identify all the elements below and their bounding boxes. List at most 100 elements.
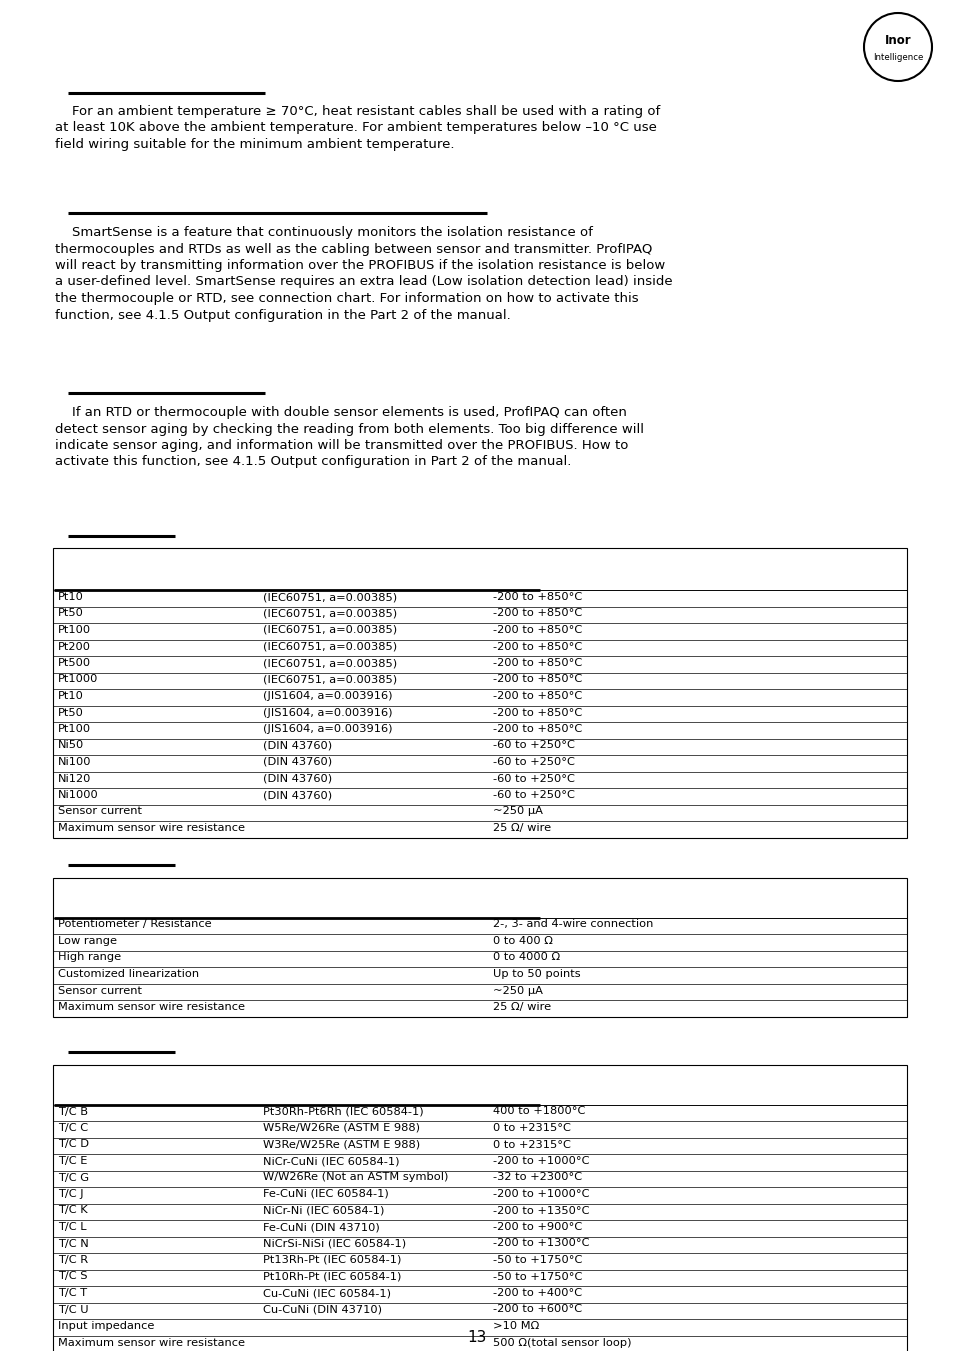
Text: T/C G: T/C G [58,1173,89,1182]
Text: -200 to +1000°C: -200 to +1000°C [493,1156,589,1166]
Text: (JIS1604, a=0.003916): (JIS1604, a=0.003916) [263,690,392,701]
Text: Potentiometer / Resistance: Potentiometer / Resistance [58,920,212,929]
Text: T/C S: T/C S [58,1271,88,1282]
Text: (DIN 43760): (DIN 43760) [263,790,332,800]
Bar [53,878,906,1016]
Text: Pt10: Pt10 [58,690,84,701]
Text: Pt100: Pt100 [58,626,91,635]
Text: -60 to +250°C: -60 to +250°C [493,790,575,800]
Text: Sensor current: Sensor current [58,807,142,816]
Text: ~250 μA: ~250 μA [493,807,542,816]
Text: NiCrSi-NiSi (IEC 60584-1): NiCrSi-NiSi (IEC 60584-1) [263,1239,406,1248]
Text: Fe-CuNi (IEC 60584-1): Fe-CuNi (IEC 60584-1) [263,1189,388,1198]
Text: Sensor current: Sensor current [58,985,142,996]
Text: Customized linearization: Customized linearization [58,969,199,979]
Text: 0 to +2315°C: 0 to +2315°C [493,1123,570,1133]
Text: -200 to +850°C: -200 to +850°C [493,658,581,667]
Text: -200 to +850°C: -200 to +850°C [493,592,581,603]
Text: >10 MΩ: >10 MΩ [493,1321,538,1331]
Text: -60 to +250°C: -60 to +250°C [493,774,575,784]
Text: (JIS1604, a=0.003916): (JIS1604, a=0.003916) [263,724,392,734]
Text: ~250 μA: ~250 μA [493,985,542,996]
Text: W3Re/W25Re (ASTM E 988): W3Re/W25Re (ASTM E 988) [263,1139,419,1150]
Text: T/C R: T/C R [58,1255,88,1265]
Text: For an ambient temperature ≥ 70°C, heat resistant cables shall be used with a ra: For an ambient temperature ≥ 70°C, heat … [55,105,659,151]
Text: Pt200: Pt200 [58,642,91,651]
Text: (IEC60751, a=0.00385): (IEC60751, a=0.00385) [263,658,396,667]
Text: -200 to +1300°C: -200 to +1300°C [493,1239,589,1248]
Text: (IEC60751, a=0.00385): (IEC60751, a=0.00385) [263,592,396,603]
Bar [53,549,906,838]
Text: If an RTD or thermocouple with double sensor elements is used, ProfIPAQ can ofte: If an RTD or thermocouple with double se… [55,407,643,469]
Text: T/C E: T/C E [58,1156,88,1166]
Text: (IEC60751, a=0.00385): (IEC60751, a=0.00385) [263,608,396,619]
Text: -200 to +850°C: -200 to +850°C [493,708,581,717]
Text: T/C D: T/C D [58,1139,89,1150]
Text: 13: 13 [467,1329,486,1346]
Text: 2-, 3- and 4-wire connection: 2-, 3- and 4-wire connection [493,920,653,929]
Text: T/C U: T/C U [58,1305,89,1315]
Text: T/C C: T/C C [58,1123,88,1133]
Text: 25 Ω/ wire: 25 Ω/ wire [493,823,551,834]
Text: W/W26Re (Not an ASTM symbol): W/W26Re (Not an ASTM symbol) [263,1173,448,1182]
Text: (JIS1604, a=0.003916): (JIS1604, a=0.003916) [263,708,392,717]
Text: Intelligence: Intelligence [872,53,923,62]
Text: 500 Ω(total sensor loop): 500 Ω(total sensor loop) [493,1337,631,1347]
Text: Pt100: Pt100 [58,724,91,734]
Text: Low range: Low range [58,936,117,946]
Text: T/C T: T/C T [58,1288,87,1298]
Text: Ni100: Ni100 [58,757,91,767]
Text: Cu-CuNi (IEC 60584-1): Cu-CuNi (IEC 60584-1) [263,1288,391,1298]
Text: Fe-CuNi (DIN 43710): Fe-CuNi (DIN 43710) [263,1223,379,1232]
Text: Pt50: Pt50 [58,708,84,717]
Text: -200 to +600°C: -200 to +600°C [493,1305,581,1315]
Text: Maximum sensor wire resistance: Maximum sensor wire resistance [58,1002,245,1012]
Text: W5Re/W26Re (ASTM E 988): W5Re/W26Re (ASTM E 988) [263,1123,419,1133]
Text: T/C B: T/C B [58,1106,88,1116]
Text: T/C L: T/C L [58,1223,87,1232]
Text: -50 to +1750°C: -50 to +1750°C [493,1255,581,1265]
Bar [53,1065,906,1351]
Text: Ni1000: Ni1000 [58,790,99,800]
Text: Pt1000: Pt1000 [58,674,98,685]
Text: Ni50: Ni50 [58,740,84,751]
Text: Up to 50 points: Up to 50 points [493,969,580,979]
Text: Input impedance: Input impedance [58,1321,154,1331]
Text: -200 to +850°C: -200 to +850°C [493,608,581,619]
Text: (DIN 43760): (DIN 43760) [263,757,332,767]
Text: Ni120: Ni120 [58,774,91,784]
Text: Maximum sensor wire resistance: Maximum sensor wire resistance [58,823,245,834]
Text: -200 to +1000°C: -200 to +1000°C [493,1189,589,1198]
Text: T/C N: T/C N [58,1239,89,1248]
Text: 0 to +2315°C: 0 to +2315°C [493,1139,570,1150]
Text: Pt10Rh-Pt (IEC 60584-1): Pt10Rh-Pt (IEC 60584-1) [263,1271,401,1282]
Text: (IEC60751, a=0.00385): (IEC60751, a=0.00385) [263,642,396,651]
Text: -60 to +250°C: -60 to +250°C [493,757,575,767]
Text: Pt30Rh-Pt6Rh (IEC 60584-1): Pt30Rh-Pt6Rh (IEC 60584-1) [263,1106,423,1116]
Text: -200 to +900°C: -200 to +900°C [493,1223,581,1232]
Text: 400 to +1800°C: 400 to +1800°C [493,1106,585,1116]
Text: (IEC60751, a=0.00385): (IEC60751, a=0.00385) [263,674,396,685]
Text: Inor: Inor [883,34,910,46]
Text: NiCr-CuNi (IEC 60584-1): NiCr-CuNi (IEC 60584-1) [263,1156,399,1166]
Text: -50 to +1750°C: -50 to +1750°C [493,1271,581,1282]
Text: -200 to +850°C: -200 to +850°C [493,690,581,701]
Text: High range: High range [58,952,121,962]
Text: SmartSense is a feature that continuously monitors the isolation resistance of
t: SmartSense is a feature that continuousl… [55,226,672,322]
Text: (DIN 43760): (DIN 43760) [263,740,332,751]
Text: -32 to +2300°C: -32 to +2300°C [493,1173,581,1182]
Text: -200 to +400°C: -200 to +400°C [493,1288,581,1298]
Text: Pt10: Pt10 [58,592,84,603]
Text: Cu-CuNi (DIN 43710): Cu-CuNi (DIN 43710) [263,1305,381,1315]
Text: -60 to +250°C: -60 to +250°C [493,740,575,751]
Text: -200 to +850°C: -200 to +850°C [493,674,581,685]
Text: Pt50: Pt50 [58,608,84,619]
Text: 0 to 400 Ω: 0 to 400 Ω [493,936,553,946]
Text: 0 to 4000 Ω: 0 to 4000 Ω [493,952,559,962]
Text: (IEC60751, a=0.00385): (IEC60751, a=0.00385) [263,626,396,635]
Text: -200 to +850°C: -200 to +850°C [493,642,581,651]
Text: T/C J: T/C J [58,1189,84,1198]
Text: -200 to +1350°C: -200 to +1350°C [493,1205,589,1216]
Text: Pt13Rh-Pt (IEC 60584-1): Pt13Rh-Pt (IEC 60584-1) [263,1255,401,1265]
Text: -200 to +850°C: -200 to +850°C [493,724,581,734]
